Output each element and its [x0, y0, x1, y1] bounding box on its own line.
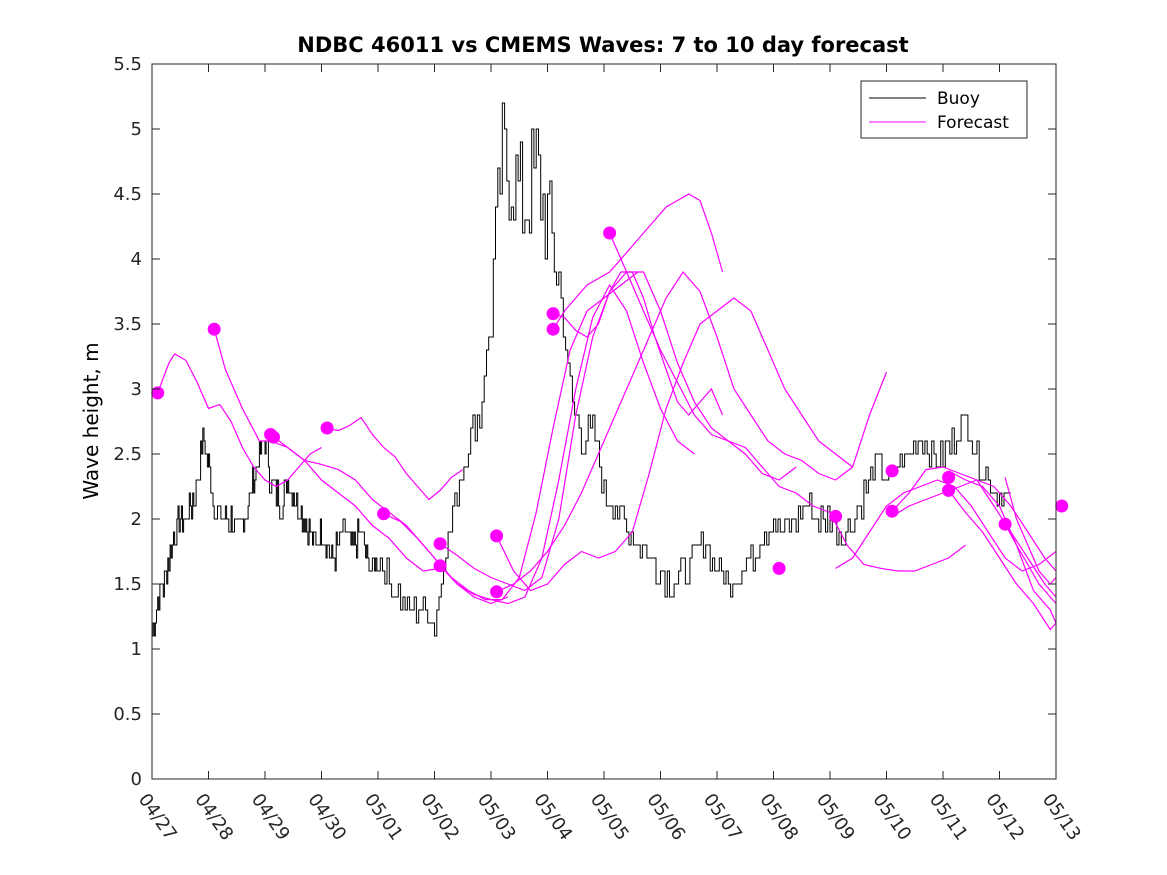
x-tick-label: 05/08 — [755, 790, 802, 845]
forecast-start-marker — [546, 307, 560, 321]
forecast-line — [326, 416, 464, 501]
forecast-line — [552, 271, 724, 416]
forecast-start-marker — [433, 537, 447, 551]
legend: Buoy Forecast — [860, 80, 1028, 139]
y-tick-label: 0.5 — [113, 704, 142, 725]
forecast-start-marker — [490, 585, 504, 599]
forecast-line — [552, 193, 724, 330]
forecast-line — [609, 232, 966, 572]
legend-forecast-label: Forecast — [937, 113, 1009, 133]
forecast-line — [383, 271, 639, 601]
y-tick-label: 3.5 — [113, 314, 142, 335]
legend-buoy-label: Buoy — [937, 89, 980, 109]
x-tick-label: 05/02 — [416, 790, 463, 845]
y-axis-ticks: 0 0.5 1 1.5 2 2.5 3 3.5 4 4.5 5 5.5 — [113, 54, 1056, 790]
forecast-start-marker — [377, 507, 391, 521]
forecast-start-marker — [885, 504, 899, 518]
chart-title: NDBC 46011 vs CMEMS Waves: 7 to 10 day f… — [297, 33, 908, 57]
x-tick-label: 05/07 — [699, 790, 746, 845]
forecast-start-marker — [546, 322, 560, 336]
forecast-markers — [151, 226, 1069, 599]
x-tick-label: 05/03 — [473, 790, 520, 845]
forecast-start-marker — [490, 529, 504, 543]
x-tick-label: 05/10 — [868, 790, 915, 845]
forecast-start-marker — [942, 470, 956, 484]
y-tick-label: 5.5 — [113, 54, 142, 75]
forecast-start-marker — [829, 509, 843, 523]
y-tick-label: 0 — [131, 769, 142, 790]
forecast-start-marker — [998, 517, 1012, 531]
x-tick-label: 05/13 — [1038, 790, 1085, 845]
forecast-line — [1004, 477, 1056, 585]
forecast-start-marker — [603, 226, 617, 240]
forecast-start-marker — [1055, 499, 1069, 513]
forecast-start-marker — [772, 561, 786, 575]
forecast-line — [496, 271, 888, 593]
forecast-line — [891, 479, 1056, 572]
plot-frame — [151, 63, 1057, 780]
y-axis-label: Wave height, m — [79, 342, 103, 499]
forecast-start-marker — [433, 559, 447, 573]
forecast-line — [439, 283, 695, 605]
forecast-line — [213, 329, 441, 572]
forecast-start-marker — [267, 430, 280, 444]
y-tick-label: 2 — [131, 509, 142, 530]
y-tick-label: 5 — [131, 119, 142, 140]
x-tick-label: 04/28 — [190, 790, 237, 845]
forecast-start-marker — [151, 386, 165, 400]
x-tick-label: 05/12 — [981, 790, 1028, 845]
x-axis-ticks: 04/27 04/28 04/29 04/30 05/01 05/02 05/03 05/04… — [134, 64, 1085, 844]
forecast-start-marker — [320, 421, 334, 435]
buoy-line — [152, 102, 1011, 637]
y-tick-label: 2.5 — [113, 444, 142, 465]
forecast-line — [948, 490, 1056, 631]
x-tick-label: 04/29 — [247, 790, 294, 845]
buoy-series — [152, 102, 1011, 637]
y-tick-label: 1 — [131, 639, 142, 660]
x-tick-label: 05/05 — [586, 790, 633, 845]
forecast-line — [891, 466, 1056, 598]
forecast-start-marker — [885, 464, 899, 478]
x-tick-label: 05/01 — [360, 790, 407, 845]
forecast-line — [1004, 523, 1056, 604]
x-tick-label: 05/09 — [812, 790, 859, 845]
y-tick-label: 4 — [131, 249, 142, 270]
x-tick-label: 05/04 — [529, 790, 576, 845]
forecast-line — [496, 297, 853, 592]
x-tick-label: 05/11 — [925, 790, 972, 845]
y-tick-label: 3 — [131, 379, 142, 400]
legend-box — [860, 80, 1028, 139]
y-tick-label: 4.5 — [113, 184, 142, 205]
forecast-start-marker — [207, 322, 221, 336]
forecast-start-marker — [942, 483, 956, 497]
forecast-line — [439, 271, 797, 592]
y-tick-label: 1.5 — [113, 574, 142, 595]
x-tick-label: 04/27 — [134, 790, 181, 845]
forecast-series — [157, 193, 1056, 631]
x-tick-label: 05/06 — [642, 790, 689, 845]
forecast-line — [157, 353, 322, 488]
x-tick-label: 04/30 — [303, 790, 350, 845]
